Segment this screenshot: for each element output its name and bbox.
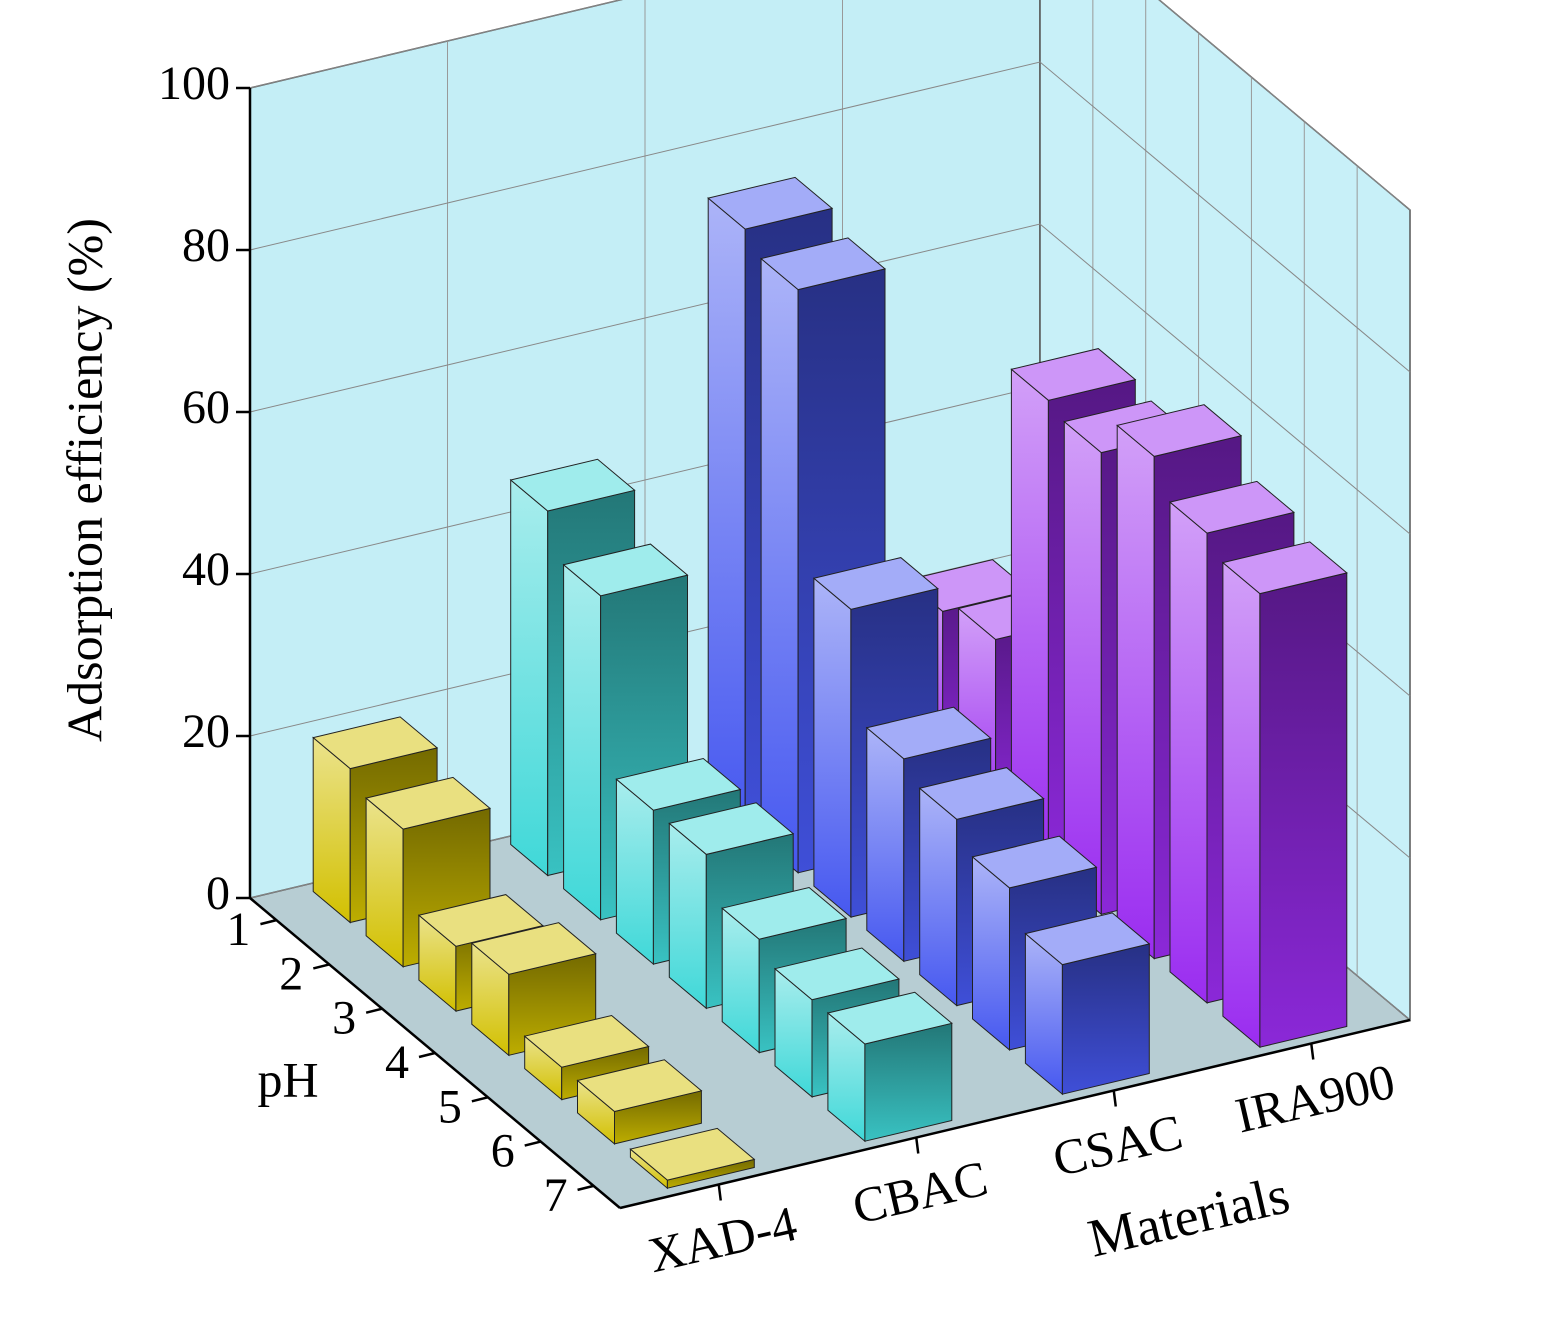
x-tick xyxy=(365,1007,383,1014)
bar-top xyxy=(707,176,834,230)
series-tick-label: CSAC xyxy=(1048,1103,1188,1187)
y-tick-label: 100 xyxy=(158,57,230,110)
x-tick xyxy=(312,963,330,970)
bar-top xyxy=(812,557,939,610)
bar-face xyxy=(312,736,351,924)
bar-face xyxy=(1222,561,1261,1049)
bar xyxy=(1221,541,1348,1049)
grid-line xyxy=(249,223,1411,535)
bar-face xyxy=(760,257,799,874)
x-tick-label: 7 xyxy=(544,1169,568,1222)
bar-face xyxy=(510,478,549,877)
x-axis-title: pH xyxy=(257,1051,318,1107)
x-tick-label: 6 xyxy=(491,1125,515,1178)
bar-top xyxy=(470,922,597,975)
x-tick xyxy=(524,1140,542,1147)
x-tick xyxy=(260,918,277,926)
bar-top xyxy=(721,886,848,940)
x-tick-label: 1 xyxy=(226,903,250,956)
bar-top xyxy=(365,776,492,830)
bar-top xyxy=(562,543,689,597)
bar-face xyxy=(668,822,707,1010)
series-tick xyxy=(1112,1090,1117,1107)
series-tick xyxy=(1310,1043,1315,1060)
bar-face xyxy=(1116,424,1155,960)
bar-top xyxy=(971,835,1098,889)
bar xyxy=(629,1127,756,1190)
y-tick-label: 0 xyxy=(206,867,230,920)
bar-top xyxy=(760,237,887,291)
series-axis xyxy=(619,1018,1411,1210)
bar-face xyxy=(1259,572,1348,1048)
y-tick-label: 80 xyxy=(182,219,230,272)
bar-top xyxy=(773,947,900,1001)
y-axis-title: Adsorption efficiency (%) xyxy=(56,218,112,742)
bar-top xyxy=(615,757,742,811)
bar-top xyxy=(576,1059,703,1113)
series-tick-label: CBAC xyxy=(847,1150,992,1235)
series-axis-title: Materials xyxy=(1083,1164,1295,1268)
series-tick-label: XAD-4 xyxy=(643,1195,802,1283)
bar-top xyxy=(865,706,992,760)
grid-line xyxy=(249,61,1411,373)
bar-face xyxy=(919,787,958,1007)
bar-face xyxy=(1061,943,1150,1095)
bar-face xyxy=(707,197,746,830)
bar-face xyxy=(1169,501,1208,1004)
bar-top xyxy=(509,458,636,512)
x-tick-label: 2 xyxy=(279,947,303,1000)
bar xyxy=(1024,912,1151,1096)
grid-line xyxy=(249,0,1411,211)
bar-top xyxy=(918,767,1045,820)
bar-face xyxy=(1063,420,1102,916)
series-tick xyxy=(717,1184,722,1201)
bar-top xyxy=(1010,348,1137,401)
y-tick-label: 40 xyxy=(182,543,230,596)
bar-face xyxy=(813,577,852,919)
x-tick xyxy=(418,1051,436,1059)
x-tick-label: 4 xyxy=(385,1036,409,1089)
bar-top xyxy=(1168,480,1295,534)
bar-top xyxy=(826,991,953,1045)
bar-top xyxy=(312,716,439,770)
x-tick-label: 3 xyxy=(332,992,356,1045)
series-tick-label: IRA900 xyxy=(1230,1053,1400,1144)
bar-top xyxy=(1116,404,1243,457)
bar-top xyxy=(523,1014,650,1068)
x-tick xyxy=(577,1184,594,1192)
bar-top xyxy=(629,1127,756,1181)
bar-top xyxy=(1221,541,1348,595)
x-tick-label: 5 xyxy=(438,1080,462,1133)
x-tick xyxy=(471,1096,489,1103)
bar xyxy=(576,1059,703,1145)
bar-face xyxy=(563,563,602,921)
bar-top xyxy=(417,894,544,947)
bar-face xyxy=(615,778,654,966)
y-tick-label: 60 xyxy=(182,381,230,434)
series-tick xyxy=(915,1137,920,1154)
bar-face xyxy=(866,726,905,963)
bar-face xyxy=(972,855,1010,1051)
bar-top xyxy=(1024,912,1151,966)
bar-top xyxy=(668,802,795,855)
y-tick-label: 20 xyxy=(182,705,230,758)
bar xyxy=(826,991,953,1143)
